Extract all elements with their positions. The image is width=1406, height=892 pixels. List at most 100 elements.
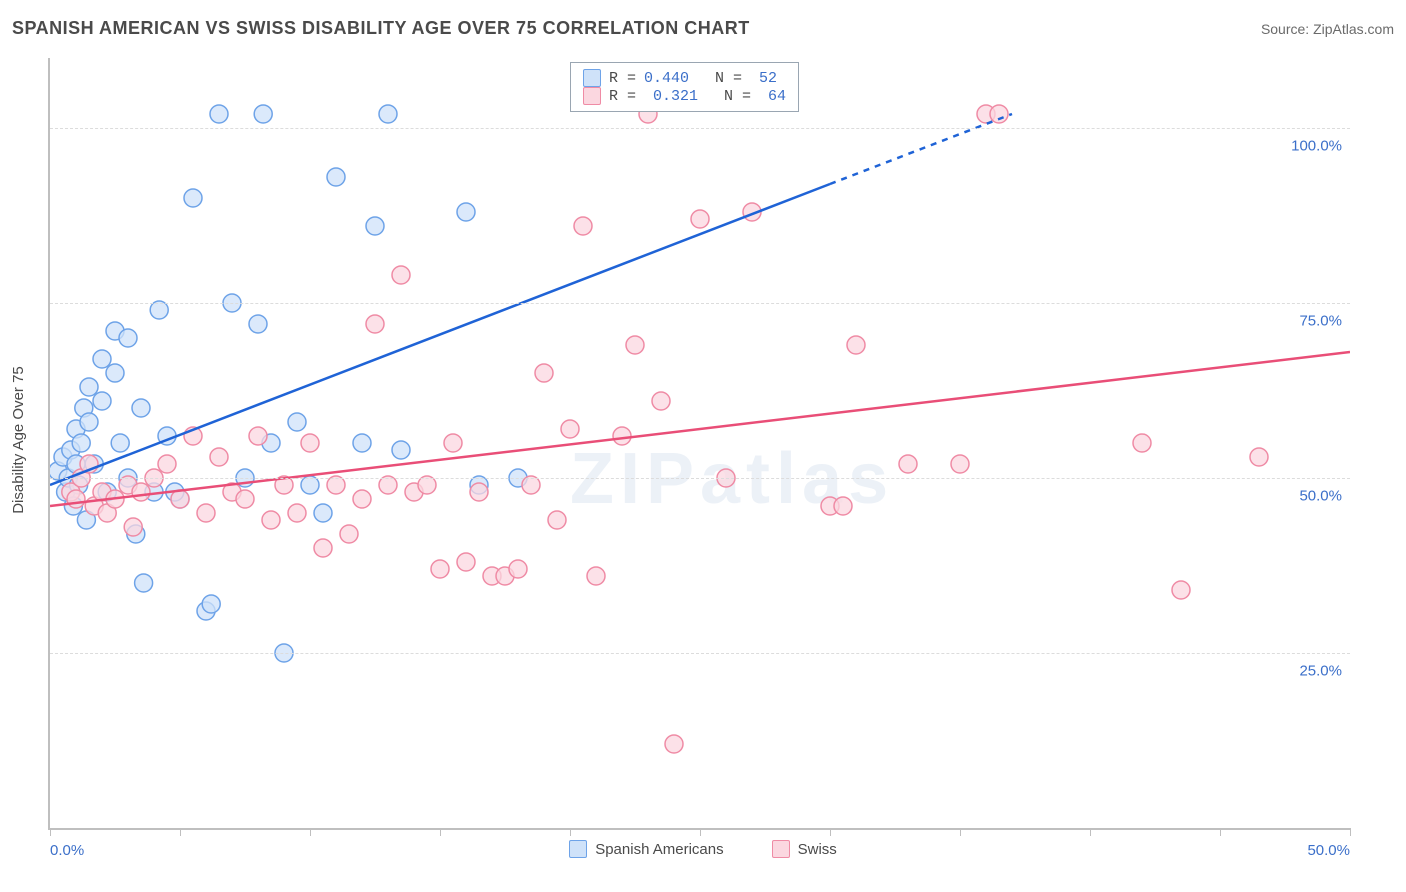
scatter-point: [314, 539, 332, 557]
y-tick-label: 100.0%: [1291, 138, 1342, 155]
source-label: Source: ZipAtlas.com: [1261, 21, 1394, 37]
gridline-h: [50, 303, 1350, 304]
scatter-point: [457, 553, 475, 571]
n-value: 52: [750, 70, 777, 87]
trend-line: [50, 352, 1350, 506]
scatter-point: [379, 105, 397, 123]
trend-line-dashed: [830, 114, 1012, 184]
x-tick: [1090, 828, 1091, 836]
scatter-point: [613, 427, 631, 445]
scatter-point: [353, 490, 371, 508]
scatter-point: [314, 504, 332, 522]
y-tick-label: 75.0%: [1299, 313, 1342, 330]
scatter-point: [202, 595, 220, 613]
legend-swatch: [583, 87, 601, 105]
r-value: 0.440: [644, 70, 689, 87]
scatter-point: [535, 364, 553, 382]
scatter-point: [574, 217, 592, 235]
x-tick: [1220, 828, 1221, 836]
scatter-point: [340, 525, 358, 543]
scatter-point: [834, 497, 852, 515]
scatter-point: [132, 483, 150, 501]
scatter-point: [392, 441, 410, 459]
scatter-point: [548, 511, 566, 529]
scatter-point: [470, 483, 488, 501]
n-label: N =: [697, 70, 742, 87]
scatter-point: [327, 168, 345, 186]
y-axis-title: Disability Age Over 75: [10, 366, 27, 514]
scatter-point: [249, 315, 267, 333]
scatter-point: [80, 378, 98, 396]
legend-swatch: [569, 840, 587, 858]
r-label: R =: [609, 70, 636, 87]
scatter-point: [366, 315, 384, 333]
scatter-point: [119, 329, 137, 347]
scatter-point: [691, 210, 709, 228]
x-tick: [700, 828, 701, 836]
scatter-point: [135, 574, 153, 592]
stats-legend: R = 0.440 N = 52R = 0.321 N = 64: [570, 62, 799, 112]
x-tick: [310, 828, 311, 836]
x-tick: [180, 828, 181, 836]
scatter-point: [93, 392, 111, 410]
scatter-point: [132, 399, 150, 417]
scatter-point: [847, 336, 865, 354]
scatter-point: [444, 434, 462, 452]
scatter-svg: [50, 58, 1350, 828]
n-value: 64: [759, 88, 786, 105]
scatter-point: [254, 105, 272, 123]
scatter-point: [67, 490, 85, 508]
scatter-point: [124, 518, 142, 536]
scatter-point: [262, 511, 280, 529]
scatter-point: [210, 448, 228, 466]
legend-item: Swiss: [772, 840, 837, 858]
x-tick: [1350, 828, 1351, 836]
scatter-point: [431, 560, 449, 578]
y-tick-label: 50.0%: [1299, 488, 1342, 505]
scatter-point: [72, 434, 90, 452]
stats-legend-row: R = 0.440 N = 52: [583, 69, 786, 87]
scatter-point: [171, 490, 189, 508]
scatter-point: [288, 413, 306, 431]
gridline-h: [50, 653, 1350, 654]
legend-label: Swiss: [798, 841, 837, 858]
r-value: 0.321: [644, 88, 698, 105]
plot-area: ZIPatlas 25.0%50.0%75.0%100.0%: [48, 58, 1350, 830]
gridline-h: [50, 128, 1350, 129]
plot-container: ZIPatlas 25.0%50.0%75.0%100.0%: [48, 58, 1348, 828]
chart-title: SPANISH AMERICAN VS SWISS DISABILITY AGE…: [12, 18, 750, 39]
scatter-point: [626, 336, 644, 354]
gridline-h: [50, 478, 1350, 479]
scatter-point: [301, 434, 319, 452]
scatter-point: [665, 735, 683, 753]
scatter-point: [93, 350, 111, 368]
legend-item: Spanish Americans: [569, 840, 723, 858]
scatter-point: [236, 490, 254, 508]
x-tick: [830, 828, 831, 836]
x-tick: [50, 828, 51, 836]
scatter-point: [951, 455, 969, 473]
scatter-point: [587, 567, 605, 585]
r-label: R =: [609, 88, 636, 105]
x-tick: [960, 828, 961, 836]
x-tick: [570, 828, 571, 836]
y-tick-label: 25.0%: [1299, 663, 1342, 680]
stats-legend-row: R = 0.321 N = 64: [583, 87, 786, 105]
scatter-point: [392, 266, 410, 284]
scatter-point: [899, 455, 917, 473]
scatter-point: [111, 434, 129, 452]
scatter-point: [652, 392, 670, 410]
scatter-point: [210, 105, 228, 123]
legend-swatch: [583, 69, 601, 87]
legend-swatch: [772, 840, 790, 858]
x-tick: [440, 828, 441, 836]
scatter-point: [353, 434, 371, 452]
scatter-point: [184, 189, 202, 207]
scatter-point: [158, 455, 176, 473]
legend-label: Spanish Americans: [595, 841, 723, 858]
scatter-point: [457, 203, 475, 221]
scatter-point: [366, 217, 384, 235]
scatter-point: [1172, 581, 1190, 599]
scatter-point: [509, 560, 527, 578]
scatter-point: [197, 504, 215, 522]
